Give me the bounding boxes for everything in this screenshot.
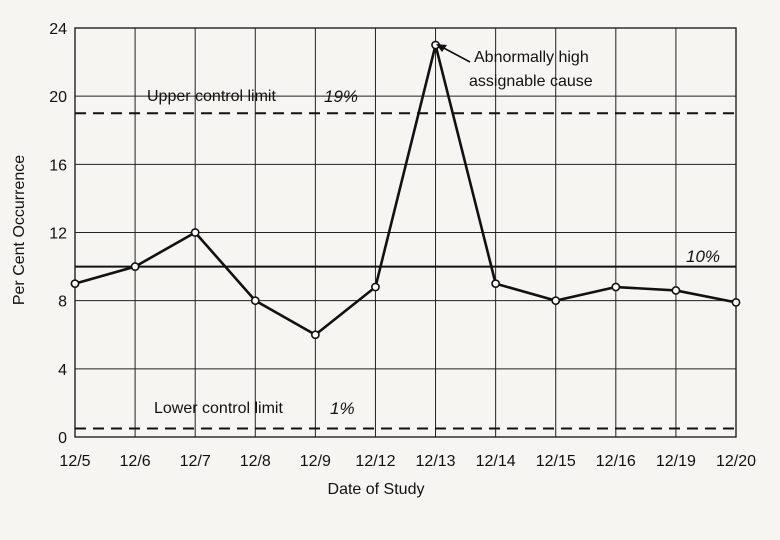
data-point	[611, 282, 621, 292]
data-point	[190, 228, 200, 237]
x-tick-label: 12/6	[120, 453, 151, 470]
x-tick-label: 12/13	[416, 453, 456, 470]
y-tick-label: 8	[58, 294, 67, 311]
reference-lines	[75, 112, 736, 430]
upper-limit-label: Upper control limit	[147, 88, 276, 105]
grid	[74, 27, 737, 438]
series	[70, 40, 741, 340]
x-tick-label: 12/7	[180, 453, 211, 470]
center-line-value: 10%	[686, 247, 720, 266]
annotation-arrow	[439, 45, 471, 63]
y-axis-title: Per Cent Occurrence	[11, 155, 28, 305]
x-tick-label: 12/15	[536, 453, 576, 470]
x-tick-label: 12/16	[596, 453, 636, 470]
lower-limit-label: Lower control limit	[154, 400, 283, 417]
data-point	[130, 262, 140, 271]
plot-frame	[74, 27, 737, 438]
annotation-arrowhead	[436, 44, 447, 52]
x-tick-label: 12/12	[355, 453, 395, 470]
data-point	[250, 296, 260, 306]
x-tick-label: 12/5	[59, 453, 90, 470]
y-tick-label: 12	[49, 226, 67, 243]
annotation-line-1: Abnormally high	[474, 49, 589, 66]
x-tick-label: 12/8	[240, 453, 271, 470]
series-line	[74, 43, 737, 337]
data-point	[551, 296, 561, 306]
x-tick-label: 12/14	[476, 453, 516, 470]
lower-limit-value: 1%	[330, 399, 355, 418]
x-tick-label: 12/9	[300, 453, 331, 470]
data-point	[491, 279, 501, 289]
data-point	[371, 282, 380, 292]
y-tick-label: 24	[49, 21, 67, 38]
annotation-line-2: assignable cause	[469, 73, 593, 90]
tick-labels: 0 4 8 12 16 20 24 12/5 12/6 12/7 12/8 12/9 12/12 12/1…	[49, 21, 756, 470]
data-point	[671, 286, 681, 295]
y-tick-label: 4	[58, 362, 67, 379]
y-tick-label: 16	[49, 157, 67, 174]
x-tick-label: 12/20	[716, 453, 756, 470]
y-tick-label: 20	[49, 89, 67, 106]
data-point	[731, 297, 741, 307]
y-tick-label: 0	[58, 430, 67, 447]
data-point	[70, 279, 80, 289]
x-tick-label: 12/19	[656, 453, 696, 470]
upper-limit-value: 19%	[324, 87, 358, 106]
data-point	[310, 330, 320, 340]
x-axis-title: Date of Study	[328, 481, 425, 498]
